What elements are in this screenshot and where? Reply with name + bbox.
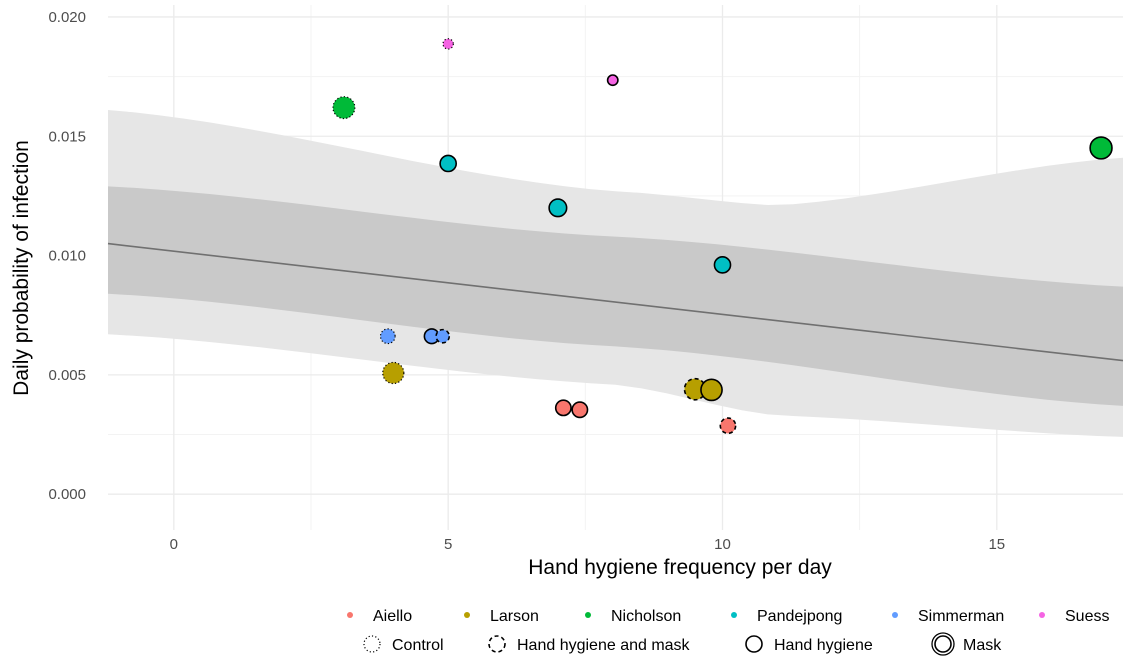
point-pandejpong-hand-hygiene (713, 256, 732, 274)
marker-circle (435, 328, 451, 344)
marker-circle (488, 635, 506, 653)
y-axis-ticks: 0.000 0.005 0.010 0.015 0.020 (48, 9, 86, 503)
marker-circle (1089, 136, 1113, 160)
y-axis-title: Daily probability of infection (10, 140, 33, 396)
legend-label-arm: Hand hygiene and mask (517, 637, 691, 654)
y-tick-label: 0.000 (48, 486, 86, 503)
marker-circle (548, 198, 568, 218)
marker-circle (745, 635, 763, 653)
legend-key-control (363, 635, 381, 653)
point-larson-hand-hygiene (700, 378, 723, 402)
legend-key-suess (1039, 612, 1045, 618)
legend-key-simmerman (892, 612, 898, 618)
x-axis-ticks: 0 5 10 15 (170, 536, 1005, 553)
legend-label-pandejpong: Pandejpong (757, 608, 842, 625)
marker-circle (439, 154, 458, 173)
marker-circle (379, 328, 396, 345)
point-simmerman-control (379, 328, 396, 345)
point-larson-control (382, 361, 405, 385)
legend-label-arm: Mask (963, 637, 1002, 654)
x-axis-title: Hand hygiene frequency per day (528, 556, 832, 579)
point-suess-hand-hygiene (606, 74, 619, 87)
legend-key-hand-hygiene (745, 635, 763, 653)
marker-circle (934, 635, 952, 653)
legend-key-aiello (347, 612, 353, 618)
y-tick-label: 0.005 (48, 367, 86, 384)
marker-circle (571, 401, 589, 419)
y-tick-label: 0.015 (48, 128, 86, 145)
confidence-bands (108, 110, 1123, 437)
marker-circle (606, 74, 619, 87)
fit-line-group (107, 242, 1123, 362)
legend-key-mask (931, 632, 955, 656)
x-tick-label: 15 (988, 536, 1005, 553)
legend-key-pandejpong (731, 612, 737, 618)
point-simmerman-hand-hygiene-and-mask (435, 328, 451, 344)
marker-circle (442, 38, 454, 50)
data-points (332, 38, 1113, 435)
marker-circle (700, 378, 723, 402)
point-pandejpong-hand-hygiene (548, 198, 568, 218)
x-tick-label: 0 (170, 536, 178, 553)
legend-key-larson (464, 612, 470, 618)
point-nicholson-control (332, 96, 356, 120)
point-aiello-hand-hygiene (554, 399, 572, 417)
marker-outer-ring (931, 632, 955, 656)
marker-circle (363, 635, 381, 653)
marker-circle (713, 256, 732, 274)
marker-circle (554, 399, 572, 417)
legend-label-aiello: Aiello (373, 608, 412, 625)
x-tick-label: 5 (444, 536, 452, 553)
confidence-band-inner (108, 186, 1123, 406)
point-nicholson-hand-hygiene (1089, 136, 1113, 160)
legend-arm: Control Hand hygiene and mask Hand hygiene… (363, 632, 1002, 656)
legend-label-arm: Control (392, 637, 444, 654)
y-tick-label: 0.020 (48, 9, 86, 26)
legend-key-hand-hygiene-and-mask (488, 635, 506, 653)
x-tick-label: 10 (714, 536, 731, 553)
marker-circle (382, 361, 405, 385)
y-tick-label: 0.010 (48, 248, 86, 265)
legend-label-arm: Hand hygiene (774, 637, 873, 654)
legend-study: Aiello Larson Nicholson Pandejpong Simmerman… (347, 608, 1109, 625)
point-suess-control (442, 38, 454, 50)
fit-line (107, 242, 1123, 362)
legend-label-suess: Suess (1065, 608, 1109, 625)
marker-circle (332, 96, 356, 120)
point-aiello-hand-hygiene-and-mask (719, 417, 737, 435)
point-aiello-hand-hygiene (571, 401, 589, 419)
legend-label-simmerman: Simmerman (918, 608, 1004, 625)
marker-circle (719, 417, 737, 435)
legend-key-nicholson (585, 612, 591, 618)
point-pandejpong-hand-hygiene (439, 154, 458, 173)
legend-label-larson: Larson (490, 608, 539, 625)
legend-label-nicholson: Nicholson (611, 608, 681, 625)
